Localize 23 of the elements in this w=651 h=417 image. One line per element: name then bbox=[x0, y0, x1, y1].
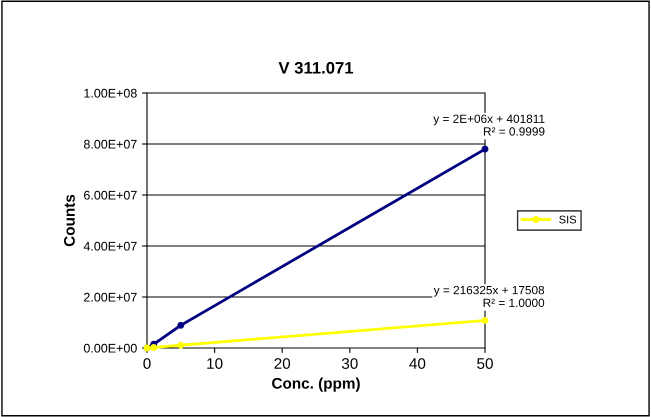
y-tick-label: 6.00E+07 bbox=[84, 190, 137, 200]
annotation: y = 2E+06x + 401811 R² = 0.9999 bbox=[433, 114, 544, 136]
y-tick-label: 2.00E+07 bbox=[84, 292, 137, 302]
point bbox=[150, 344, 158, 351]
x-tick-label: 30 bbox=[342, 358, 358, 369]
point bbox=[177, 322, 184, 329]
y-tick-label: 4.00E+07 bbox=[84, 242, 137, 251]
y-tick-label: 8.00E+07 bbox=[84, 140, 137, 149]
x-tick-label: 10 bbox=[207, 358, 222, 369]
legend-label: SIS bbox=[559, 216, 576, 224]
y-tick-label: 0.00E+00 bbox=[84, 344, 137, 353]
x-tick-label: 40 bbox=[409, 358, 426, 369]
point bbox=[177, 342, 184, 349]
y-axis-title: Counts bbox=[64, 194, 75, 246]
y-tick-label: 1.00E+08 bbox=[84, 88, 137, 98]
x-tick-label: 20 bbox=[274, 358, 290, 369]
chart-title: V 311.071 bbox=[278, 62, 354, 74]
x-tick-label: 0 bbox=[143, 358, 151, 369]
point bbox=[482, 316, 488, 324]
x-tick-label: 50 bbox=[477, 358, 493, 369]
point bbox=[482, 146, 488, 153]
x-axis-title: Conc. (ppm) bbox=[272, 378, 360, 392]
annotation: y = 216325x + 17508 R² = 1.0000 bbox=[434, 286, 544, 308]
